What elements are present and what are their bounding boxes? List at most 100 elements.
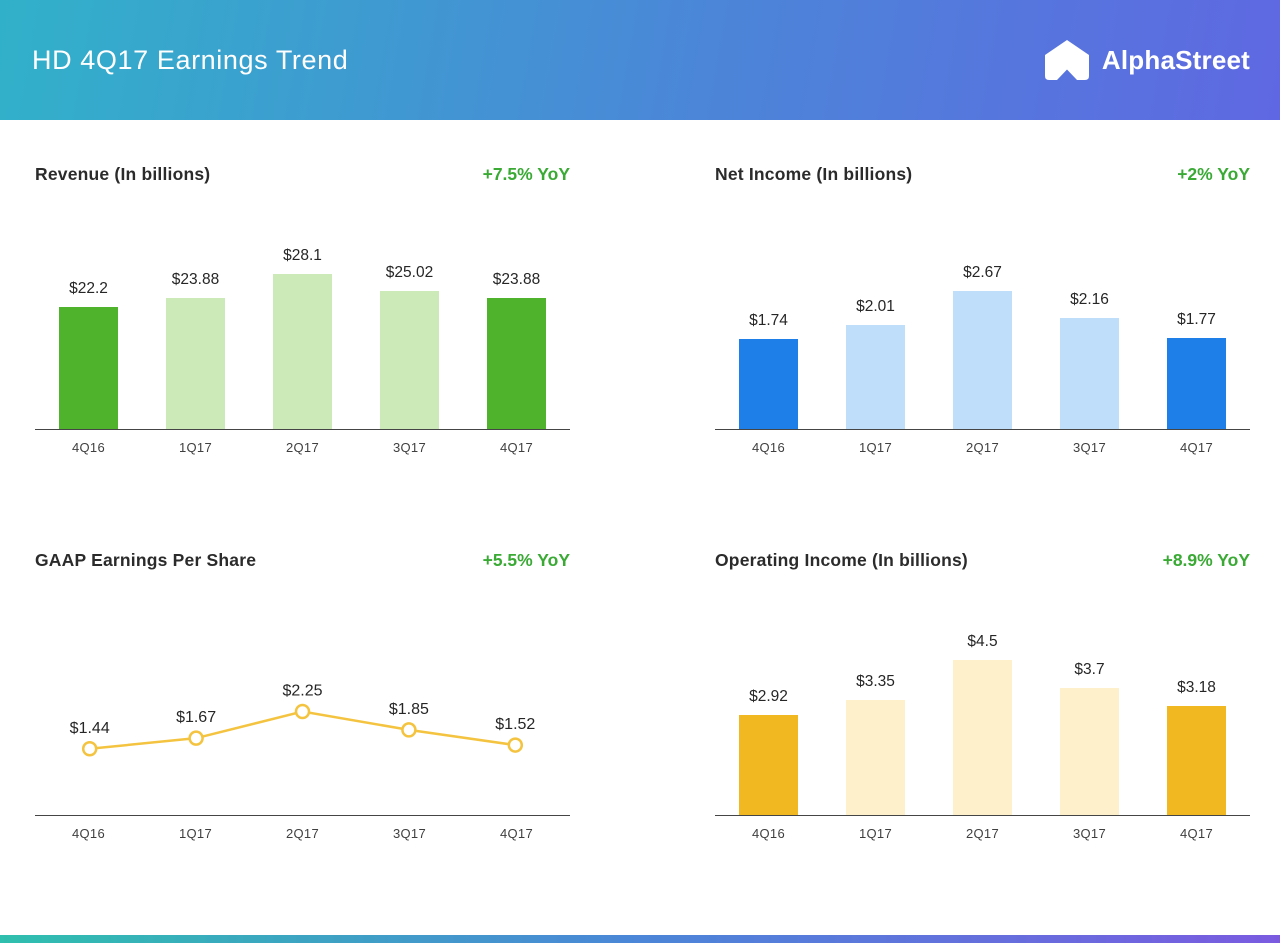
x-axis xyxy=(715,815,1250,816)
x-tick-row: 4Q16 1Q17 2Q17 3Q17 4Q17 xyxy=(35,440,570,455)
bar-column: $4.5 xyxy=(929,633,1036,815)
revenue-bar-plot: $22.2 $23.88 $28.1 $25.02 $23.88 4Q16 1Q17 2Q17… xyxy=(35,199,570,455)
bar-column: $2.92 xyxy=(715,688,822,815)
bar xyxy=(845,325,906,429)
bar xyxy=(1059,688,1120,815)
x-tick-label: 4Q17 xyxy=(1179,440,1213,455)
bar-value-label: $3.35 xyxy=(856,673,895,690)
bar-columns: $1.74 $2.01 $2.67 $2.16 $1.77 xyxy=(715,199,1250,429)
bar xyxy=(1166,706,1227,815)
bar-column: $2.01 xyxy=(822,298,929,429)
bar-value-label: $1.77 xyxy=(1177,311,1216,328)
x-tick-label: 3Q17 xyxy=(392,440,426,455)
x-tick-label: 4Q16 xyxy=(751,826,785,841)
yoy-change: +7.5% YoY xyxy=(482,164,570,184)
bar xyxy=(1059,318,1120,429)
bar xyxy=(379,291,440,429)
brand-name: AlphaStreet xyxy=(1101,44,1250,75)
bar xyxy=(165,298,226,429)
bar-value-label: $3.18 xyxy=(1177,679,1216,696)
bar-value-label: $23.88 xyxy=(492,271,541,288)
chart-title: Net Income (In billions) xyxy=(715,164,913,184)
bar-column: $1.77 xyxy=(1143,311,1250,429)
alphastreet-chevron-house-icon xyxy=(1044,40,1089,80)
x-tick-label: 1Q17 xyxy=(858,440,892,455)
x-tick-label: 4Q16 xyxy=(71,440,105,455)
x-tick-label: 4Q17 xyxy=(499,826,533,841)
yoy-change: +2% YoY xyxy=(1177,164,1250,184)
bar-column: $3.35 xyxy=(822,673,929,815)
chart-net-income: Net Income (In billions) +2% YoY $1.74 $2… xyxy=(715,164,1250,455)
point-value-label: $2.25 xyxy=(282,683,322,700)
x-tick-label: 2Q17 xyxy=(285,440,319,455)
x-tick-label: 1Q17 xyxy=(178,826,212,841)
bar-value-label: $4.5 xyxy=(967,633,998,650)
x-tick-label: 4Q17 xyxy=(499,440,533,455)
footer-accent-strip xyxy=(0,935,1280,943)
point-value-label: $1.67 xyxy=(176,709,216,726)
x-axis xyxy=(35,815,570,816)
net-income-bar-plot: $1.74 $2.01 $2.67 $2.16 $1.77 4Q16 1Q17 2Q17 3Q1… xyxy=(715,199,1250,455)
bar-column: $3.18 xyxy=(1143,679,1250,815)
bar xyxy=(845,700,906,815)
yoy-change: +5.5% YoY xyxy=(482,550,570,570)
x-tick-label: 4Q16 xyxy=(751,440,785,455)
bar-value-label: $1.74 xyxy=(749,312,788,329)
bar-column: $28.1 xyxy=(249,247,356,429)
chart-header: Revenue (In billions) +7.5% YoY xyxy=(35,164,570,185)
page-title: HD 4Q17 Earnings Trend xyxy=(32,44,349,75)
bar xyxy=(1166,338,1227,429)
bar-column: $25.02 xyxy=(356,264,463,429)
point-value-label: $1.85 xyxy=(389,701,429,718)
bar-column: $22.2 xyxy=(35,280,142,429)
bar-value-label: $2.92 xyxy=(749,688,788,705)
brand-logo: AlphaStreet xyxy=(1044,39,1250,81)
x-tick-label: 2Q17 xyxy=(965,440,999,455)
chart-title: Operating Income (In billions) xyxy=(715,550,968,570)
chart-header: Operating Income (In billions) +8.9% YoY xyxy=(715,550,1250,571)
bar xyxy=(952,291,1013,429)
bar-column: $3.7 xyxy=(1036,661,1143,815)
header: HD 4Q17 Earnings Trend AlphaStreet xyxy=(0,0,1280,120)
bar xyxy=(738,339,799,429)
bar-column: $1.74 xyxy=(715,312,822,429)
x-tick-row: 4Q16 1Q17 2Q17 3Q17 4Q17 xyxy=(715,826,1250,841)
x-tick-label: 3Q17 xyxy=(392,826,426,841)
x-tick-label: 1Q17 xyxy=(858,826,892,841)
bar-column: $2.67 xyxy=(929,264,1036,429)
bar-value-label: $2.16 xyxy=(1070,291,1109,308)
charts-grid: Revenue (In billions) +7.5% YoY $22.2 $23… xyxy=(0,120,1280,841)
x-tick-label: 3Q17 xyxy=(1072,826,1106,841)
line-point-marker xyxy=(188,730,204,746)
line-point-marker xyxy=(401,722,417,738)
bar-value-label: $25.02 xyxy=(385,264,434,281)
chart-revenue: Revenue (In billions) +7.5% YoY $22.2 $23… xyxy=(35,164,570,455)
yoy-change: +8.9% YoY xyxy=(1162,550,1250,570)
x-tick-label: 4Q17 xyxy=(1179,826,1213,841)
chart-operating-income: Operating Income (In billions) +8.9% YoY… xyxy=(715,550,1250,841)
line-point-marker xyxy=(81,741,98,757)
bar xyxy=(738,715,799,815)
bar-value-label: $3.7 xyxy=(1074,661,1105,678)
x-tick-label: 3Q17 xyxy=(1072,440,1106,455)
bar xyxy=(272,274,333,429)
x-axis xyxy=(715,429,1250,430)
operating-income-bar-plot: $2.92 $3.35 $4.5 $3.7 $3.18 4Q16 1Q17 2Q17 3Q17 4… xyxy=(715,585,1250,841)
x-axis xyxy=(35,429,570,430)
x-tick-row: 4Q16 1Q17 2Q17 3Q17 4Q17 xyxy=(35,826,570,841)
point-value-label: $1.44 xyxy=(70,720,110,737)
x-tick-label: 4Q16 xyxy=(71,826,105,841)
bar xyxy=(486,298,547,429)
line-point-marker xyxy=(507,737,524,753)
bar-value-label: $28.1 xyxy=(283,247,322,264)
bar-column: $23.88 xyxy=(142,271,249,429)
bar-columns: $22.2 $23.88 $28.1 $25.02 $23.88 xyxy=(35,199,570,429)
bar-value-label: $2.67 xyxy=(963,264,1002,281)
chart-header: GAAP Earnings Per Share +5.5% YoY xyxy=(35,550,570,571)
chart-gaap-eps: GAAP Earnings Per Share +5.5% YoY $1.44 $… xyxy=(35,550,570,841)
bar-value-label: $2.01 xyxy=(856,298,895,315)
bar xyxy=(952,660,1013,815)
bar-column: $2.16 xyxy=(1036,291,1143,429)
chart-header: Net Income (In billions) +2% YoY xyxy=(715,164,1250,185)
bar-value-label: $22.2 xyxy=(69,280,108,297)
